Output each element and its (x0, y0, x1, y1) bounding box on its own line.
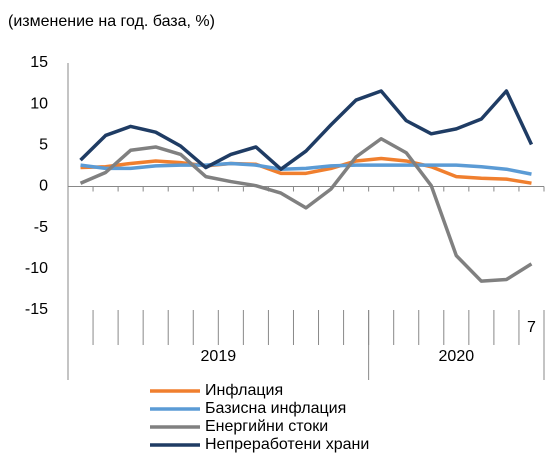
y-tick-label: -10 (25, 260, 48, 277)
series-line (80, 161, 532, 176)
y-tick-label: -15 (25, 301, 48, 318)
group-label: 2019 (201, 348, 237, 365)
x-tick-label: 7 (527, 319, 536, 336)
legend-label: Инфлация (205, 382, 283, 399)
y-tick-label: -5 (34, 219, 48, 236)
group-label: 2020 (439, 348, 475, 365)
legend-label: Непреработени храни (205, 436, 369, 453)
y-tick-label: 15 (30, 54, 48, 71)
y-tick-label: 5 (39, 137, 48, 154)
y-tick-label: 10 (30, 95, 48, 112)
legend-label: Базисна инфлация (205, 400, 346, 417)
legend-label: Енергийни стоки (205, 418, 328, 435)
chart-title: (изменение на год. база, %) (8, 13, 215, 30)
y-tick-label: 0 (39, 178, 48, 195)
series-line (79, 136, 533, 283)
series-line (80, 156, 532, 185)
series-line (79, 89, 534, 171)
